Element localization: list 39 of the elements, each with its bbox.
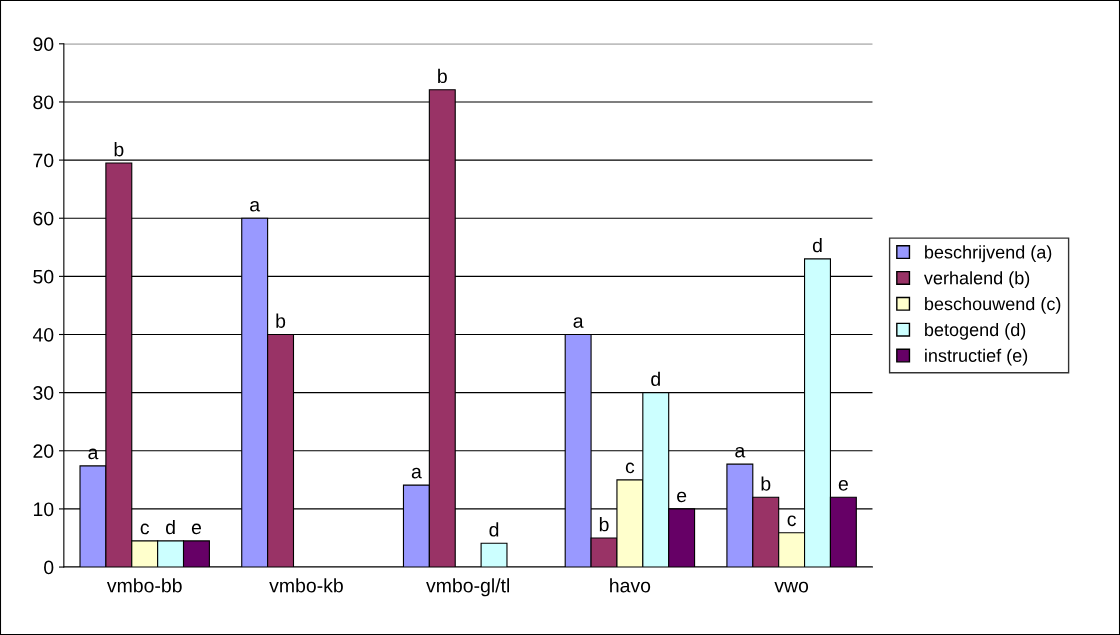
data-label: d [165,519,175,535]
data-label: a [573,317,584,328]
y-tick-label: 90 [33,37,54,52]
legend-label: instructief (e) [925,348,1028,366]
legend-label: beschouwend (c) [925,297,1061,314]
data-label: c [787,515,796,527]
data-label: e [191,523,201,535]
data-label: d [489,522,499,537]
data-label: d [651,371,660,387]
y-tick-label: 0 [44,560,54,575]
data-label: d [812,238,822,253]
legend-label: beschrijvend (a) [925,245,1052,263]
data-label: b [276,313,286,328]
x-tick-label: havo [610,578,651,593]
legend-label: betogend (d) [925,322,1026,340]
data-label: c [625,462,635,474]
y-tick-label: 40 [32,327,54,342]
y-tick-label: 80 [33,95,54,110]
x-tick-label: vmbo-gl/tl [426,578,509,597]
y-tick-label: 30 [33,386,54,400]
data-label: a [88,448,99,460]
y-tick-label: 60 [33,211,54,226]
data-label: b [114,142,124,157]
y-tick-label: 70 [33,153,54,168]
legend-label: verhalend (b) [923,271,1030,288]
x-tick-label: vmbo-kb [269,578,343,593]
data-label: a [411,467,422,479]
data-label: e [838,480,848,491]
data-label: b [599,517,609,532]
data-label: a [250,200,261,212]
x-tick-label: vwo [774,581,809,593]
data-label: e [677,491,687,503]
x-tick-label: vmbo-bb [106,578,182,593]
y-tick-label: 50 [33,269,54,284]
y-tick-label: 20 [33,444,54,459]
data-label: b [438,68,447,84]
data-label: b [761,476,771,491]
y-tick-label: 10 [33,502,54,517]
data-label: c [140,523,150,535]
